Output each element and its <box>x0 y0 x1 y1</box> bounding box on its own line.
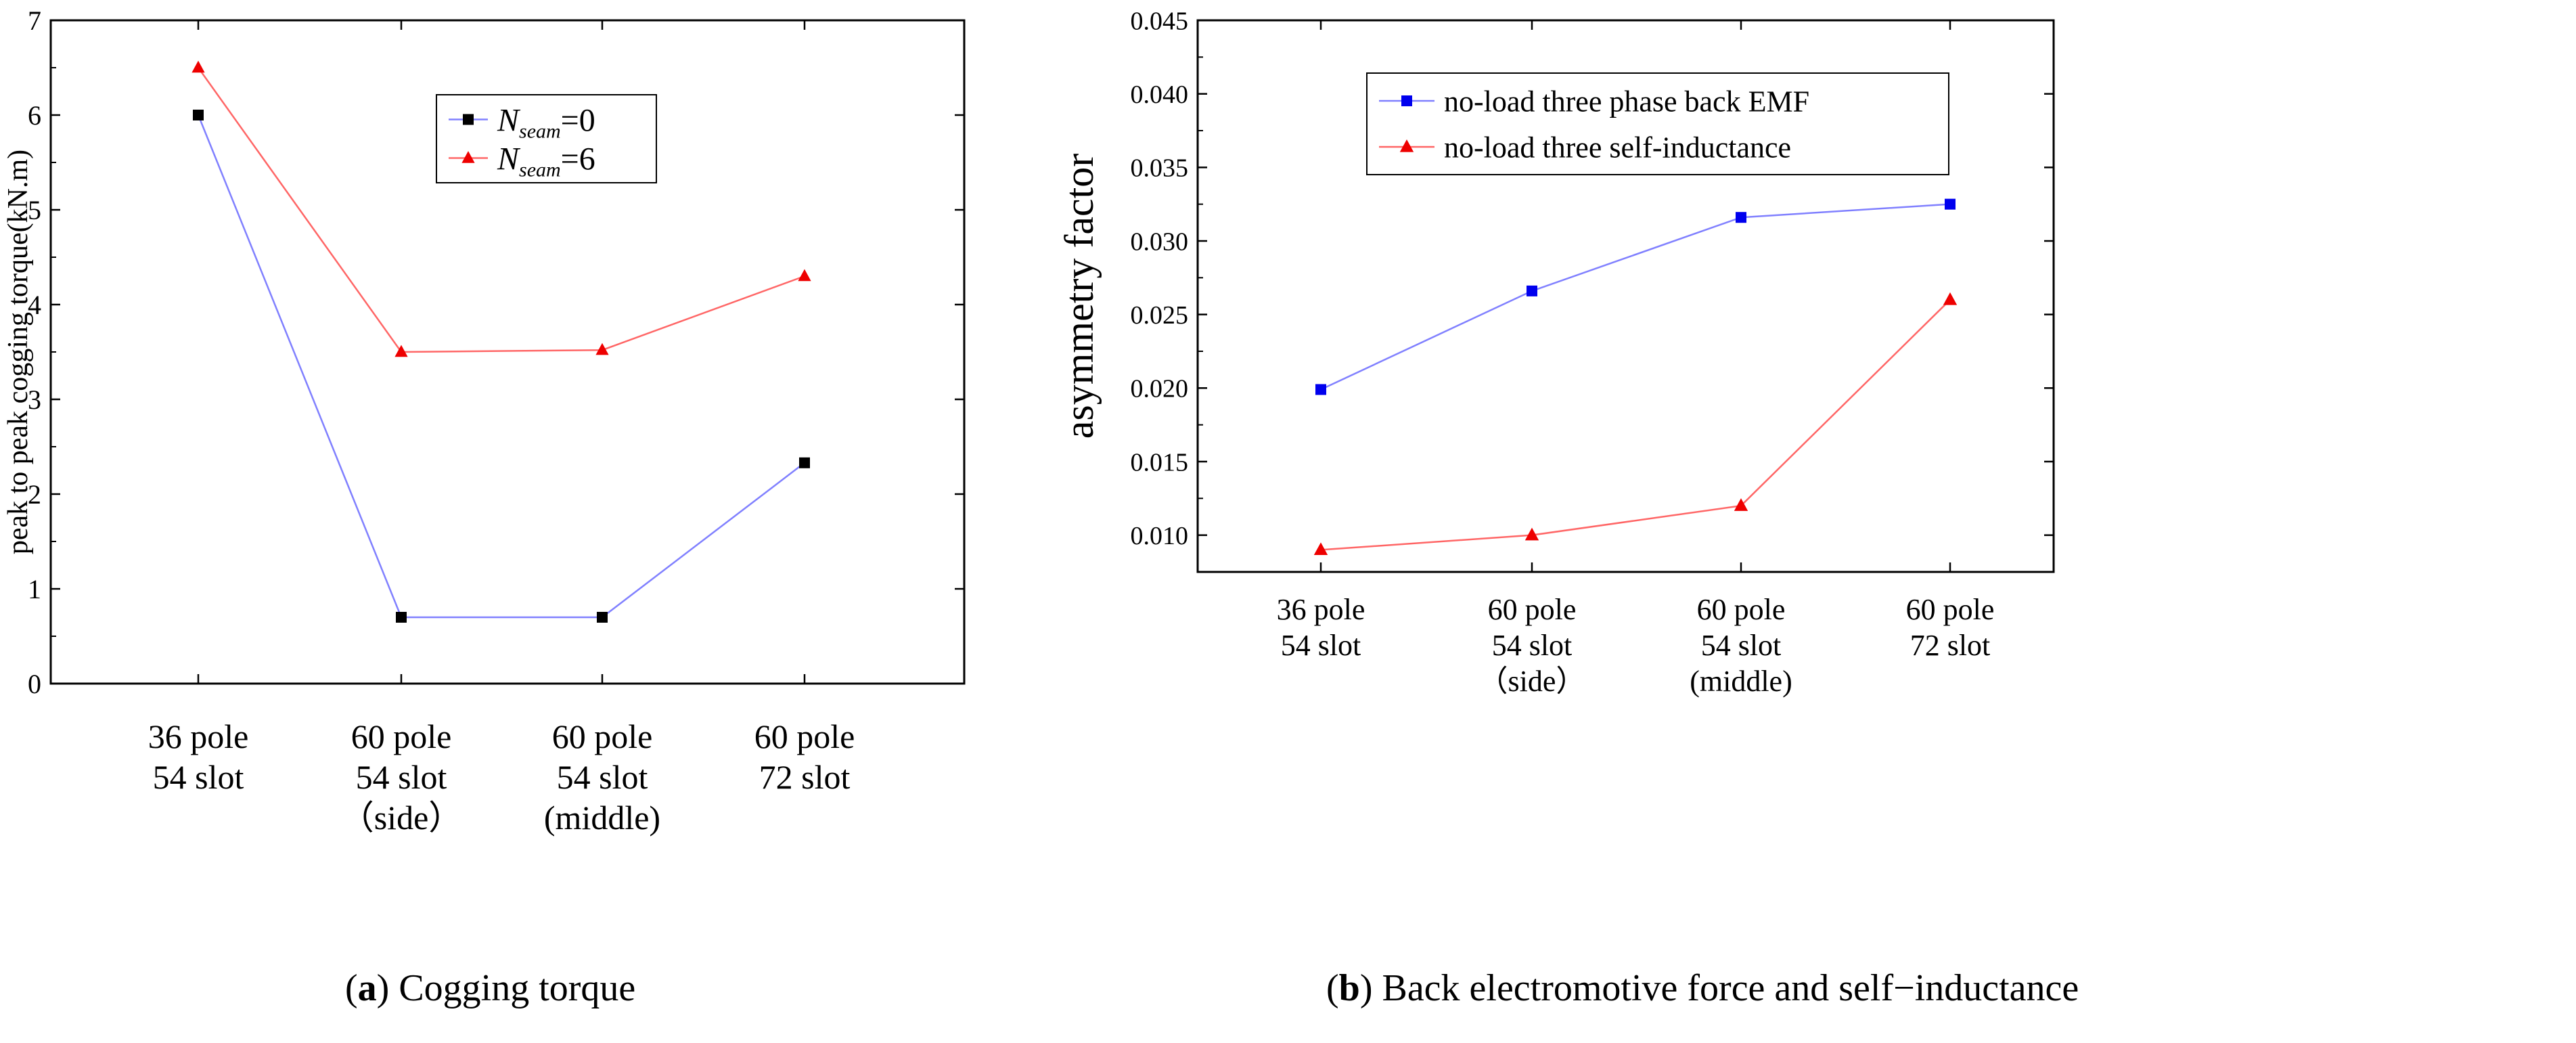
x-category-label: 36 pole 54 slot <box>148 717 249 796</box>
y-tick-label: 4 <box>28 290 41 320</box>
data-point-square <box>1315 384 1326 395</box>
caption-a: (a) Cogging torque <box>345 967 636 1009</box>
x-category-line: 54 slot <box>1701 629 1782 662</box>
data-point-triangle <box>394 345 408 357</box>
data-point-square <box>597 612 608 623</box>
chart-b: 0.010 0.015 0.020 0.025 0.030 0.035 0.040 0.045… <box>1057 7 2055 698</box>
data-point-triangle <box>191 60 205 73</box>
y-tick-label: 6 <box>28 100 41 131</box>
legend-box <box>436 94 657 183</box>
legend-marker-triangle <box>461 151 475 163</box>
series-line-1 <box>197 67 805 353</box>
x-category-line: 72 slot <box>1910 629 1991 662</box>
y-tick-label: 0.010 <box>1131 522 1189 550</box>
x-category-line: （side） <box>340 799 463 837</box>
x-category-line: 54 slot <box>356 758 447 796</box>
x-category-line: 60 pole <box>1906 593 1995 626</box>
legend-label-main: N <box>497 102 521 138</box>
legend-label: no-load three self-inductance <box>1444 131 1791 164</box>
y-tick-label: 0.040 <box>1131 81 1189 109</box>
x-category-line: 36 pole <box>148 717 249 755</box>
x-category-line: 36 pole <box>1277 593 1365 626</box>
y-axis-label: peak to peak cogging torque(kN.m) <box>3 150 34 554</box>
legend-label-main: N <box>497 141 521 177</box>
x-category-label: 60 pole 54 slot （side） <box>340 717 463 837</box>
legend-label-tail: =0 <box>561 102 595 138</box>
data-point-triangle <box>1943 292 1958 305</box>
x-category-label: 60 pole 54 slot (middle) <box>544 717 660 837</box>
y-axis-label: asymmetry factor <box>1057 154 1102 439</box>
y-tick-label: 0.030 <box>1131 227 1189 256</box>
y-tick-label: 0.045 <box>1131 7 1189 35</box>
x-category-line: 54 slot <box>1492 629 1573 662</box>
y-tick-label: 7 <box>28 5 41 36</box>
x-category-line: 60 pole <box>351 717 452 755</box>
y-tick-label: 5 <box>28 195 41 225</box>
legend-label: Nseam=0 <box>497 102 595 142</box>
x-category-line: 54 slot <box>557 758 648 796</box>
legend-marker-triangle <box>1399 139 1414 152</box>
y-tick-label: 2 <box>28 479 41 510</box>
x-category-label: 60 pole 72 slot <box>1906 593 1995 662</box>
x-category-line: (middle) <box>544 799 660 837</box>
x-category-label: 60 pole 72 slot <box>754 717 855 796</box>
x-category-label: 60 pole 54 slot (middle) <box>1690 593 1792 698</box>
legend-label: Nseam=6 <box>497 141 595 181</box>
data-point-square <box>1527 285 1537 296</box>
y-tick-label: 3 <box>28 384 41 415</box>
data-point-triangle <box>595 342 609 355</box>
x-category-line: 72 slot <box>759 758 851 796</box>
data-point-square <box>193 110 204 120</box>
data-point-triangle <box>1734 498 1748 511</box>
legend: no-load three phase back EMF no-load thre… <box>1366 72 1949 175</box>
series-line-1 <box>1320 299 1951 551</box>
x-category-line: 54 slot <box>153 758 244 796</box>
y-tick-label: 0.025 <box>1131 301 1189 330</box>
x-category-label: 36 pole 54 slot <box>1277 593 1365 662</box>
legend-marker-square <box>463 114 474 125</box>
series-line-0 <box>1320 203 1951 391</box>
y-tick-label: 0.020 <box>1131 375 1189 403</box>
legend-label-sub: seam <box>519 158 561 181</box>
data-point-triangle <box>1524 527 1539 541</box>
data-point-square <box>396 612 407 623</box>
data-point-triangle <box>1313 542 1328 556</box>
series-line-0 <box>197 114 805 619</box>
data-point-square <box>1945 198 1956 210</box>
x-category-line: 54 slot <box>1281 629 1361 662</box>
x-category-label: 60 pole 54 slot （side） <box>1478 593 1586 698</box>
legend-label-tail: =6 <box>561 141 595 177</box>
legend-label-sub: seam <box>519 120 561 142</box>
legend-label: no-load three phase back EMF <box>1444 85 1809 118</box>
y-tick-label: 0.035 <box>1131 154 1189 183</box>
x-category-line: （side） <box>1478 665 1586 698</box>
x-category-line: 60 pole <box>1697 593 1786 626</box>
plot-frame <box>1196 19 2055 573</box>
x-category-line: 60 pole <box>1488 593 1577 626</box>
data-point-triangle <box>798 269 811 282</box>
data-point-square <box>1736 212 1746 223</box>
y-tick-label: 0.015 <box>1131 448 1189 476</box>
legend-marker-square <box>1401 95 1412 106</box>
data-point-square <box>799 457 810 468</box>
legend-box <box>1366 72 1949 175</box>
y-tick-label: 0 <box>28 669 41 699</box>
x-category-line: 60 pole <box>754 717 855 755</box>
caption-b: (b) Back electromotive force and self−in… <box>1326 967 2079 1009</box>
y-tick-label: 1 <box>28 574 41 604</box>
x-category-line: (middle) <box>1690 665 1792 698</box>
x-category-line: 60 pole <box>552 717 653 755</box>
